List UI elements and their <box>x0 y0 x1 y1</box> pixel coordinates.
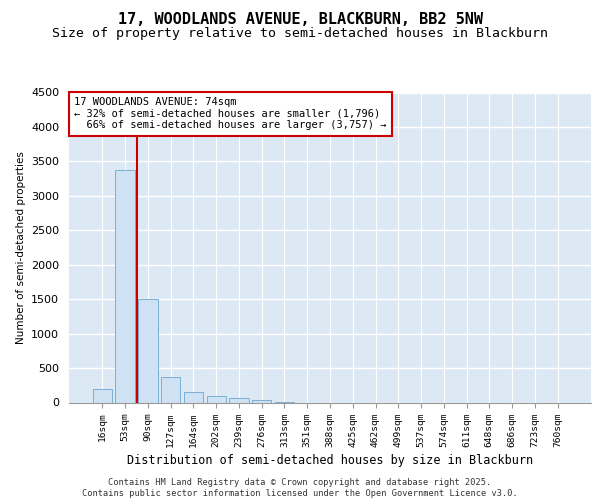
Bar <box>229 398 248 402</box>
Text: 17 WOODLANDS AVENUE: 74sqm
← 32% of semi-detached houses are smaller (1,796)
  6: 17 WOODLANDS AVENUE: 74sqm ← 32% of semi… <box>74 97 387 130</box>
Bar <box>138 299 158 403</box>
Bar <box>184 392 203 402</box>
Bar <box>115 170 135 402</box>
Bar <box>206 396 226 402</box>
Bar <box>252 400 271 402</box>
Text: 17, WOODLANDS AVENUE, BLACKBURN, BB2 5NW: 17, WOODLANDS AVENUE, BLACKBURN, BB2 5NW <box>118 12 482 28</box>
Text: Size of property relative to semi-detached houses in Blackburn: Size of property relative to semi-detach… <box>52 28 548 40</box>
Bar <box>161 377 181 402</box>
Bar <box>93 388 112 402</box>
Text: Contains HM Land Registry data © Crown copyright and database right 2025.
Contai: Contains HM Land Registry data © Crown c… <box>82 478 518 498</box>
Y-axis label: Number of semi-detached properties: Number of semi-detached properties <box>16 151 26 344</box>
X-axis label: Distribution of semi-detached houses by size in Blackburn: Distribution of semi-detached houses by … <box>127 454 533 466</box>
